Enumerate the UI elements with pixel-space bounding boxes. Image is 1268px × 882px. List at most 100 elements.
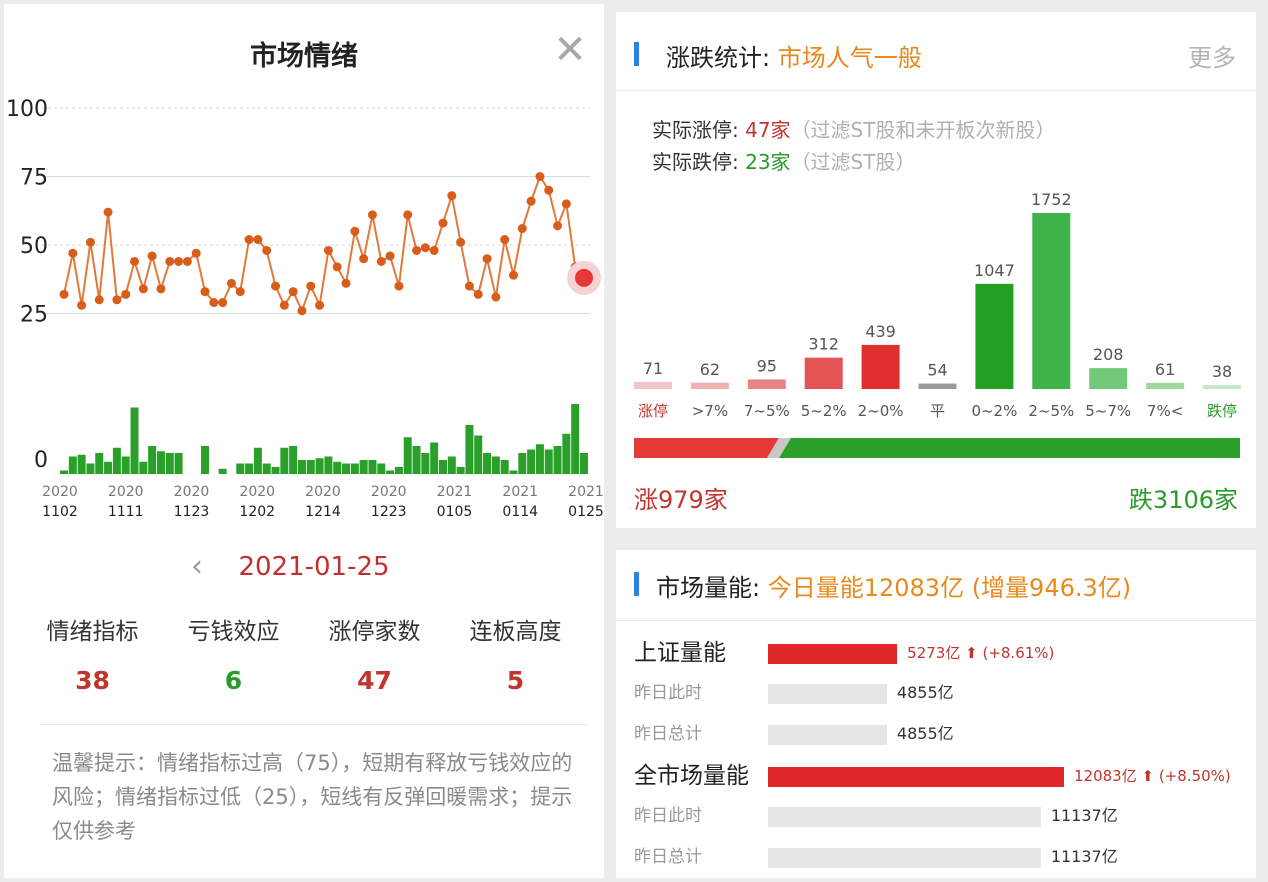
bar-value-label: 62 xyxy=(700,360,720,379)
volume-amount: 4855亿 xyxy=(896,724,954,743)
data-point xyxy=(297,306,307,316)
stat-limit-up-count: 涨停家数 47 xyxy=(304,614,445,695)
data-point xyxy=(517,224,527,234)
bar-value-label: 61 xyxy=(1155,360,1175,379)
data-point xyxy=(447,191,457,201)
volume-row: 上证量能 5273亿 ⬆ (+8.61%) xyxy=(634,638,1254,668)
volume-bar xyxy=(768,767,1064,787)
data-point xyxy=(508,270,518,280)
volume-bar xyxy=(394,467,403,474)
volume-amount: 5273亿 xyxy=(907,644,961,662)
data-point xyxy=(359,254,369,264)
bar-value-label: 439 xyxy=(865,322,896,341)
close-icon[interactable]: ✕ xyxy=(553,27,587,73)
volume-bar xyxy=(421,453,430,474)
volume-row-label: 昨日此时 xyxy=(634,806,702,826)
volume-bar xyxy=(60,470,68,474)
bar-category-label: 2~0% xyxy=(858,402,904,420)
distribution-bar xyxy=(975,283,1014,389)
volume-bar xyxy=(77,454,86,474)
limit-up-value: 47家 xyxy=(745,118,791,142)
x-tick-year: 2020 xyxy=(174,484,210,500)
more-link[interactable]: 更多 xyxy=(1188,44,1236,72)
data-point xyxy=(156,284,166,294)
stat-label: 亏钱效应 xyxy=(187,619,280,645)
volume-bar xyxy=(438,460,447,474)
data-point xyxy=(209,298,219,308)
stat-label: 连板高度 xyxy=(469,619,562,645)
volume-bar xyxy=(474,435,483,474)
y-tick-label: 0 xyxy=(34,448,48,473)
x-tick-year: 2020 xyxy=(239,484,275,500)
volume-bar xyxy=(262,463,271,474)
volume-bar xyxy=(430,442,439,474)
volume-bar xyxy=(104,461,113,474)
volume-bar xyxy=(342,463,351,474)
arrow-up-icon: ⬆ xyxy=(960,644,978,662)
data-point xyxy=(341,278,351,288)
section-value: 市场人气一般 xyxy=(777,44,922,72)
volume-bar xyxy=(500,460,509,474)
data-point xyxy=(500,235,510,245)
bar-value-label: 95 xyxy=(757,356,777,375)
data-point xyxy=(367,210,377,220)
section-value: 今日量能12083亿 (增量946.3亿) xyxy=(767,574,1132,602)
volume-value: 11137亿 xyxy=(1051,801,1118,831)
bar-category-label: 平 xyxy=(930,402,945,420)
up-total: 涨979家 xyxy=(634,486,728,514)
bar-value-label: 38 xyxy=(1212,362,1232,381)
section-gap xyxy=(616,528,1256,550)
data-point xyxy=(94,295,104,305)
volume-bar xyxy=(456,467,465,474)
data-point xyxy=(85,237,95,247)
volume-bar xyxy=(562,433,571,474)
volume-bar xyxy=(768,644,898,664)
x-tick-day: 0114 xyxy=(502,504,538,520)
current-date: 2021-01-25 xyxy=(238,552,390,582)
volume-row: 全市场量能 12083亿 ⬆ (+8.50%) xyxy=(634,761,1254,791)
ratio-separator xyxy=(767,438,791,458)
volume-bar xyxy=(377,463,386,474)
bar-category-label: 0~2% xyxy=(971,402,1017,420)
bar-value-label: 71 xyxy=(643,359,663,378)
x-tick-year: 2020 xyxy=(305,484,341,500)
volume-row-label: 上证量能 xyxy=(634,640,726,666)
x-tick-year: 2021 xyxy=(502,484,538,500)
data-point xyxy=(200,287,210,297)
volume-value: 4855亿 xyxy=(897,719,954,749)
y-tick-label: 25 xyxy=(20,303,48,328)
data-point xyxy=(350,226,360,236)
page-title: 市场情绪 xyxy=(250,41,358,72)
data-point xyxy=(438,218,448,228)
down-total: 跌3106家 xyxy=(1128,486,1238,514)
current-point xyxy=(575,268,593,287)
limit-up-note: （过滤ST股和未开板次新股） xyxy=(790,118,1056,142)
volume-amount: 11137亿 xyxy=(1050,847,1118,866)
volume-row: 昨日此时 11137亿 xyxy=(634,801,1254,831)
volume-row-label: 全市场量能 xyxy=(634,763,749,789)
x-tick-year: 2021 xyxy=(568,484,604,500)
volume-bar xyxy=(324,456,333,474)
volume-row: 昨日总计 11137亿 xyxy=(634,842,1254,872)
section-label: 涨跌统计: xyxy=(666,44,778,72)
volume-amount: 4855亿 xyxy=(896,683,954,702)
x-tick-day: 1102 xyxy=(42,504,78,520)
volume-change: (+8.50%) xyxy=(1154,767,1231,785)
data-point xyxy=(429,245,439,255)
volume-bar xyxy=(130,407,139,474)
data-point xyxy=(191,248,201,258)
limit-down-label: 实际跌停: xyxy=(652,150,746,174)
data-point xyxy=(121,289,131,299)
distribution-bar xyxy=(634,381,672,389)
volume-bar xyxy=(368,460,377,474)
volume-bar xyxy=(315,458,324,474)
section-marker xyxy=(634,42,639,66)
chevron-left-icon[interactable]: ‹ xyxy=(191,549,203,584)
volume-row: 昨日此时 4855亿 xyxy=(634,678,1254,708)
volume-bar xyxy=(465,425,474,474)
divider xyxy=(616,620,1256,621)
volume-amount: 12083亿 xyxy=(1074,767,1137,785)
volume-bar xyxy=(112,447,121,474)
limit-down-value: 23家 xyxy=(745,150,791,174)
x-tick-year: 2020 xyxy=(108,484,144,500)
